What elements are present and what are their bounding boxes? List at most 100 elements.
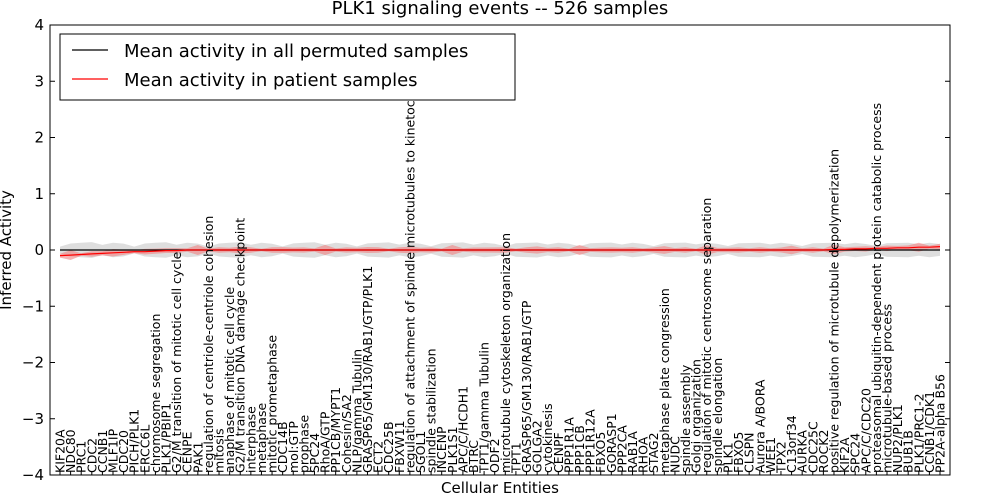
y-tick-label: 4	[34, 16, 44, 34]
x-tick-label: ERCC6L	[137, 425, 152, 473]
x-tick-label: metaphase plate congression	[657, 288, 672, 473]
x-tick-label: positive regulation of microtubule depol…	[826, 149, 841, 473]
y-tick-label: 1	[34, 185, 44, 203]
x-tick-label: regulation of attachment of spindle micr…	[402, 72, 417, 473]
y-tick-label: −2	[22, 354, 44, 372]
y-tick-label: 3	[34, 72, 44, 90]
x-tick-label: CDC25C	[805, 421, 820, 473]
y-axis-label-group: Inferred Activity	[0, 190, 15, 310]
x-tick-label: regulation of centriole-centriole cohesi…	[201, 216, 216, 473]
x-tick-label: CCNB1	[95, 430, 110, 473]
x-tick-label: PPP1R12A	[583, 409, 598, 473]
x-tick-label: CLSPN	[742, 432, 757, 473]
x-tick-label: regulation of mitotic centrosome separat…	[699, 198, 714, 473]
series-layer	[59, 246, 941, 257]
x-tick-label: GRASP65/GM130/RAB1/GTP	[519, 300, 534, 473]
x-tick-label: PLK1S1	[445, 426, 460, 473]
x-tick-label: mitotic prometaphase	[265, 335, 280, 473]
x-tick-label: APC/C/HCDH1	[455, 386, 470, 473]
x-tick-label: RHOA	[636, 436, 651, 473]
x-tick-label: mitosis	[212, 428, 227, 473]
y-tick-label: −4	[22, 466, 44, 484]
x-tick-label: PPP1CB	[572, 425, 587, 473]
x-tick-label: NUDC	[667, 436, 682, 473]
x-tick-label: TPX2	[773, 441, 788, 474]
y-axis-label: Inferred Activity	[0, 190, 15, 310]
x-tick-label: ECT2	[371, 441, 386, 473]
x-tick-label: GRASP65/GM130/RAB1/GTP/PLK1	[360, 266, 375, 473]
plot-frame	[49, 24, 951, 476]
x-tick-label: CDC2	[84, 438, 99, 473]
x-tick-label: TPT1	[508, 442, 523, 474]
x-tick-label: PICH/PLK1	[127, 409, 142, 473]
x-tick-label: PP1CB/MYPT1	[328, 387, 343, 473]
x-tick-label: mol:GTP	[286, 421, 301, 473]
x-tick-label: Aurora A/BORA	[752, 379, 767, 473]
x-tick-label: CDC14B	[275, 421, 290, 473]
y-tick-label: 2	[34, 129, 44, 147]
x-tick-label: ROCK2	[816, 430, 831, 473]
x-tick-label: Cohesin/SA2	[339, 394, 354, 473]
y-tick-label: −1	[22, 297, 44, 315]
x-tick-label: NLP/gamma Tubulin	[349, 349, 364, 473]
x-tick-label: chromosome segregation	[148, 314, 163, 473]
x-tick-label: NDC80	[63, 429, 78, 473]
x-tick-label: BUB1B	[901, 430, 916, 473]
x-tick-label: BTRC	[466, 440, 481, 473]
x-tick-label: CDC25B	[381, 421, 396, 473]
x-tick-label: FBXO5	[731, 432, 746, 473]
x-tick-labels: KIF20ANDC80PRC1CDC2CCNB1MLF1IPCDC20PICH/…	[53, 72, 948, 475]
x-tick-label: GOLGA2	[530, 420, 545, 473]
x-tick-label: FBXW11	[392, 420, 407, 473]
x-tick-label: anaphase of mitotic cell cycle	[222, 287, 237, 473]
x-tick-label: CCNB1/CDK1	[922, 391, 937, 473]
x-tick-label: CENPF	[551, 432, 566, 473]
y-tick-label: 0	[34, 241, 44, 259]
x-tick-label: spindle stabilization	[424, 348, 439, 473]
x-tick-label: SGOL1	[413, 431, 428, 473]
x-tick-label: SPC24	[848, 433, 863, 473]
x-tick-label: ODF2	[487, 438, 502, 473]
y-tick-label: −3	[22, 410, 44, 428]
x-tick-label: WEE1	[763, 437, 778, 473]
x-tick-label: PPP1R1A	[561, 417, 576, 473]
x-tick-label: PPP2CA	[614, 425, 629, 473]
legend: Mean activity in all permuted samples Me…	[59, 33, 516, 101]
x-tick-label: TPT1/gamma Tubulin	[477, 342, 492, 474]
x-tick-label: microtubule cytoskeleton organization	[498, 233, 513, 473]
x-tick-label: prophase	[296, 415, 311, 473]
x-tick-label: interphase	[243, 406, 258, 473]
x-tick-label: KIF2A	[837, 437, 852, 473]
x-tick-label: GORASP1	[604, 413, 619, 473]
x-tick-label: C13orf34	[784, 415, 799, 473]
band-patient	[60, 242, 940, 260]
y-ticks: −4 −3 −2 −1 0 1 2 3 4	[22, 16, 950, 484]
x-tick-label: spindle elongation	[710, 358, 725, 473]
x-tick-label: PLK1/PBIP1	[159, 403, 174, 473]
x-tick-label: APC/C/CDC20	[858, 388, 873, 473]
x-tick-label: CENPE	[180, 431, 195, 473]
legend-box	[59, 33, 516, 101]
x-tick-label: SPC24	[307, 433, 322, 473]
series-line-1	[59, 246, 941, 257]
x-tick-label: PP2A-alpha B56	[933, 374, 948, 473]
x-tick-label: PAK1	[190, 442, 205, 473]
x-tick-label: AURKA	[795, 430, 810, 473]
x-tick-label: KIF20A	[53, 429, 68, 473]
x-tick-label: Golgi organization	[689, 359, 704, 473]
legend-label-permuted: Mean activity in all permuted samples	[124, 41, 468, 62]
x-tick-label: STAG2	[646, 432, 661, 473]
x-tick-label: INCENP	[434, 426, 449, 473]
x-tick-label: cytokinesis	[540, 403, 555, 473]
x-tick-label: metaphase	[254, 403, 269, 473]
chart-title: PLK1 signaling events -- 526 samples	[332, 0, 669, 19]
x-tick-label: proteasomal ubiquitin-dependent protein …	[869, 103, 884, 473]
x-tick-label: PLK1	[720, 442, 735, 473]
x-tick-label: CDC20	[116, 430, 131, 473]
x-tick-label: spindle assembly	[678, 364, 693, 473]
x-tick-label: PRC1	[74, 441, 89, 473]
x-tick-label: G2/M transition DNA damage checkpoint	[233, 218, 248, 473]
legend-label-patient: Mean activity in patient samples	[124, 70, 418, 91]
x-axis-label: Cellular Entities	[441, 479, 559, 497]
